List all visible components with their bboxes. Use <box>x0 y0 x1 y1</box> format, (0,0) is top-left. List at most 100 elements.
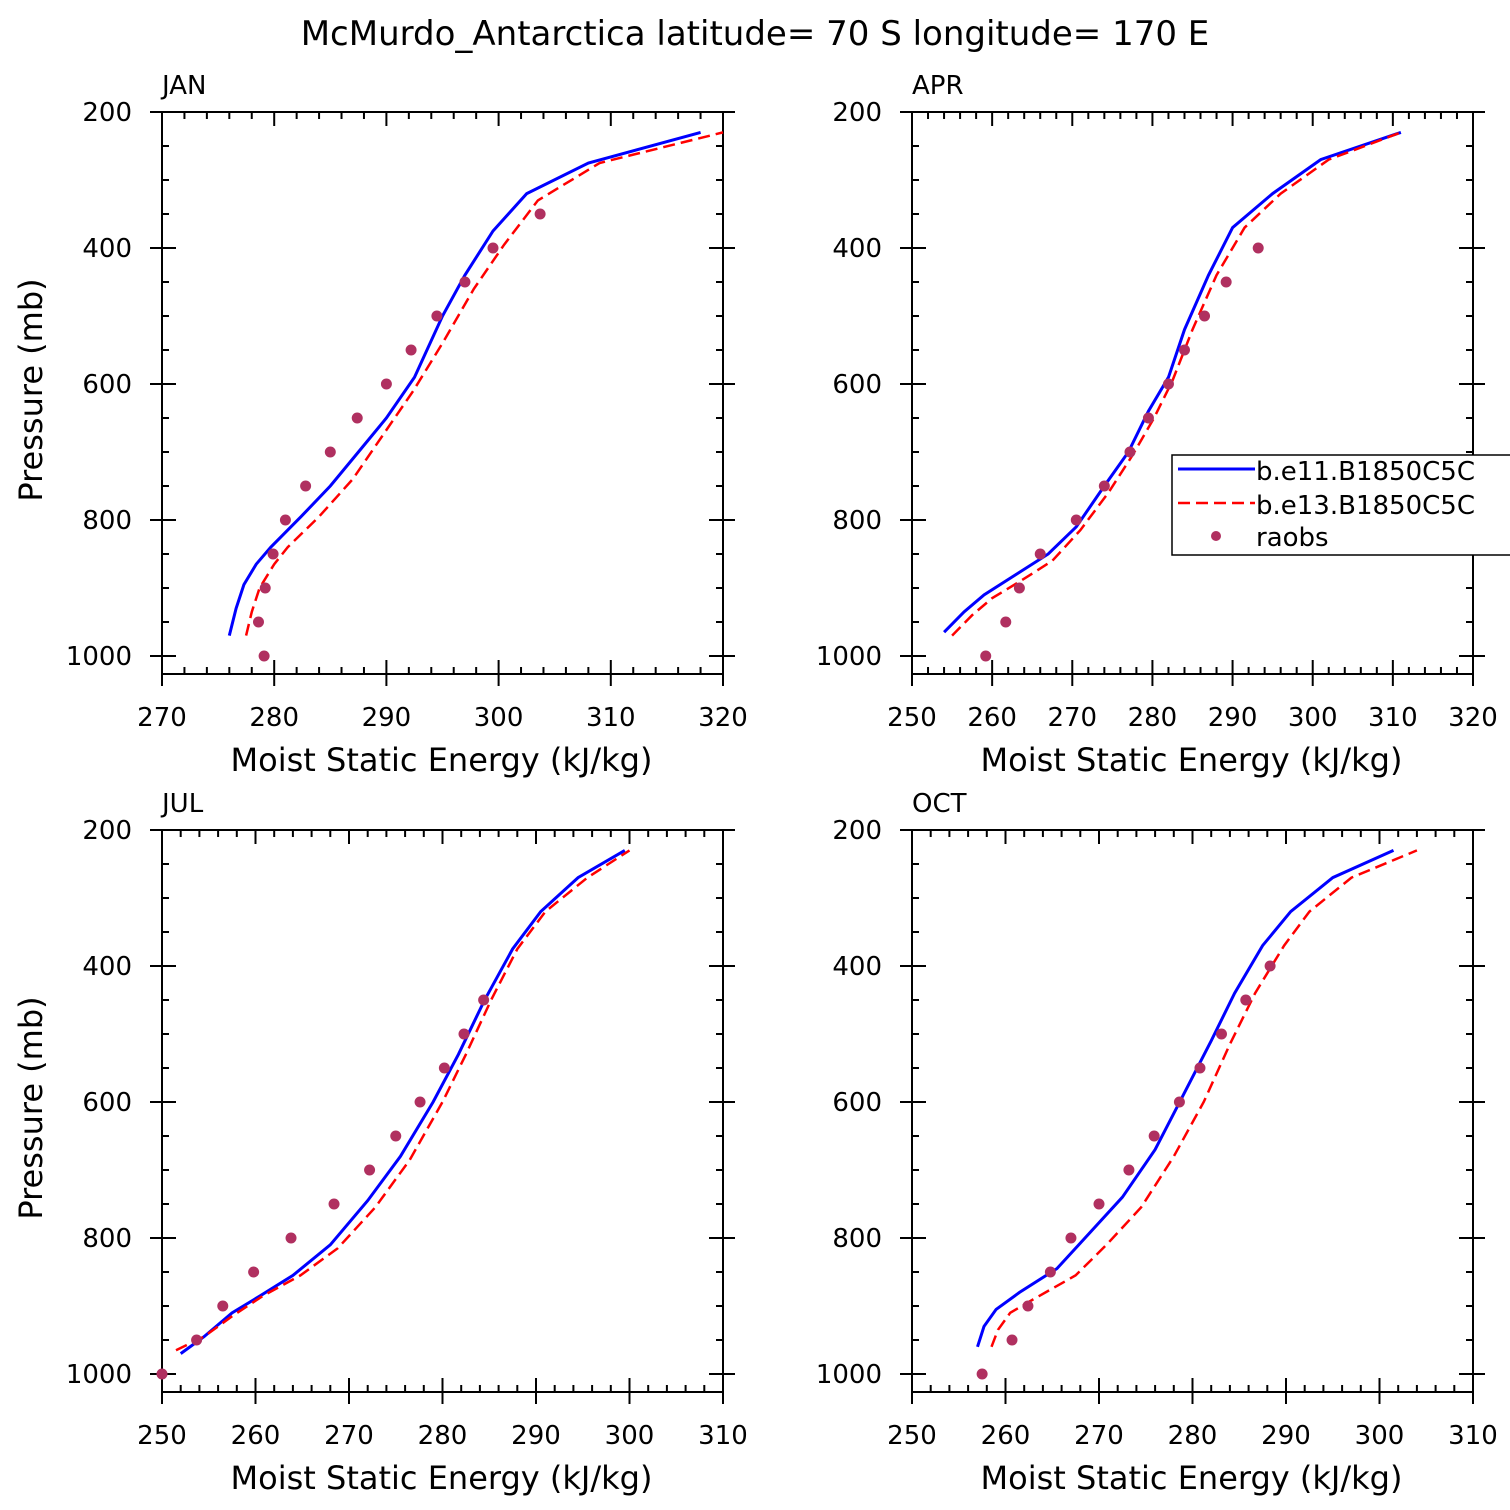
raobs-point <box>1022 1300 1034 1312</box>
series-line-b-e13 <box>951 131 1402 637</box>
raobs-point <box>1173 1096 1185 1108</box>
y-axis-label: Pressure (mb) <box>12 278 50 501</box>
main-title: McMurdo_Antarctica latitude= 70 S longit… <box>301 14 1210 54</box>
legend-box <box>1171 454 1510 556</box>
x-tick-label: 260 <box>967 703 1017 733</box>
y-tick-label: 600 <box>832 1088 882 1118</box>
panel-label: APR <box>912 71 964 101</box>
x-tick-label: 300 <box>605 1421 655 1451</box>
x-tick-label: 300 <box>474 703 524 733</box>
legend-swatch-raobs <box>1211 531 1221 541</box>
x-tick-label: 290 <box>362 703 412 733</box>
series-line-b-e11 <box>227 130 701 636</box>
x-tick-label: 260 <box>231 1421 281 1451</box>
x-tick-label: 280 <box>418 1421 468 1451</box>
x-tick-label: 280 <box>1128 703 1178 733</box>
plot-frame <box>911 111 1474 675</box>
x-tick-label: 250 <box>887 1421 937 1451</box>
y-tick-label: 800 <box>82 506 132 536</box>
y-tick-label: 600 <box>82 370 132 400</box>
x-axis-label: Moist Static Energy (kJ/kg) <box>981 741 1403 779</box>
raobs-point <box>1093 1198 1105 1210</box>
raobs-point <box>431 310 443 322</box>
raobs-point <box>478 994 490 1006</box>
raobs-point <box>1264 960 1276 972</box>
x-tick-label: 250 <box>137 1421 187 1451</box>
y-tick-label: 600 <box>82 1088 132 1118</box>
raobs-point <box>279 514 291 526</box>
panel-apr: 250 260 270 280 290 300 310 320 200 400 600 800 1000… <box>816 71 1498 779</box>
x-tick-label: 270 <box>324 1421 374 1451</box>
raobs-point <box>980 650 992 662</box>
x-tick-label: 290 <box>1261 1421 1311 1451</box>
x-tick-label: 320 <box>698 703 748 733</box>
y-tick-label: 800 <box>82 1224 132 1254</box>
y-tick-label: 1000 <box>66 1360 132 1390</box>
x-tick-label: 270 <box>1047 703 1097 733</box>
raobs-point <box>1123 1164 1135 1176</box>
y-tick-label: 1000 <box>816 642 882 672</box>
panel-label: JAN <box>160 71 206 101</box>
raobs-point <box>414 1096 426 1108</box>
x-tick-label: 250 <box>887 703 937 733</box>
raobs-point <box>487 242 499 254</box>
x-axis-label: Moist Static Energy (kJ/kg) <box>981 1459 1403 1497</box>
raobs-point <box>1098 480 1110 492</box>
x-tick-label: 290 <box>511 1421 561 1451</box>
legend-label-series2: b.e13.B1850C5C <box>1256 491 1475 521</box>
x-tick-label: 300 <box>1355 1421 1405 1451</box>
y-tick-label: 400 <box>832 952 882 982</box>
x-tick-label: 270 <box>137 703 187 733</box>
raobs-point <box>156 1368 168 1380</box>
series-line-b-e13 <box>244 131 724 636</box>
x-tick-label: 320 <box>1448 703 1498 733</box>
x-tick-label: 260 <box>981 1421 1031 1451</box>
raobs-point <box>285 1232 297 1244</box>
raobs-point <box>267 548 279 560</box>
x-tick-label: 310 <box>1448 1421 1498 1451</box>
y-tick-label: 400 <box>82 952 132 982</box>
y-tick-label: 800 <box>832 506 882 536</box>
x-axis-label: Moist Static Energy (kJ/kg) <box>231 741 653 779</box>
legend: b.e11.B1850C5C b.e13.B1850C5C raobs <box>1171 454 1510 556</box>
raobs-point <box>1013 582 1025 594</box>
raobs-point <box>324 446 336 458</box>
raobs-point <box>1044 1266 1056 1278</box>
y-tick-label: 200 <box>82 816 132 846</box>
raobs-point <box>1215 1028 1227 1040</box>
raobs-point <box>1148 1130 1160 1142</box>
series-line-b-e11 <box>179 849 626 1355</box>
raobs-point <box>405 344 417 356</box>
y-tick-label: 200 <box>832 816 882 846</box>
raobs-point <box>1124 446 1136 458</box>
y-axis-label: Pressure (mb) <box>12 996 50 1219</box>
raobs-point <box>1065 1232 1077 1244</box>
raobs-point <box>1000 616 1012 628</box>
raobs-point <box>1194 1062 1206 1074</box>
x-tick-label: 310 <box>1368 703 1418 733</box>
y-tick-label: 400 <box>82 234 132 264</box>
x-tick-label: 270 <box>1074 1421 1124 1451</box>
legend-label-raobs: raobs <box>1256 523 1329 553</box>
raobs-point <box>1199 310 1211 322</box>
x-tick-label: 300 <box>1288 703 1338 733</box>
panel-jan: 270 280 290 300 310 320 200 400 600 800 1000 JAN Moi… <box>12 71 748 779</box>
plot-frame <box>161 111 724 675</box>
y-tick-label: 800 <box>832 1224 882 1254</box>
raobs-point <box>459 276 471 288</box>
raobs-point <box>380 378 392 390</box>
raobs-point <box>1142 412 1154 424</box>
raobs-point <box>1252 242 1264 254</box>
raobs-point <box>1006 1334 1018 1346</box>
x-axis-label: Moist Static Energy (kJ/kg) <box>231 1459 653 1497</box>
series-line-b-e13 <box>175 849 631 1352</box>
raobs-point <box>390 1130 402 1142</box>
y-tick-label: 200 <box>82 98 132 128</box>
series-line-b-e11 <box>943 130 1402 634</box>
y-tick-label: 200 <box>832 98 882 128</box>
x-tick-label: 310 <box>586 703 636 733</box>
raobs-point <box>534 208 546 220</box>
raobs-point <box>300 480 312 492</box>
raobs-point <box>217 1300 229 1312</box>
